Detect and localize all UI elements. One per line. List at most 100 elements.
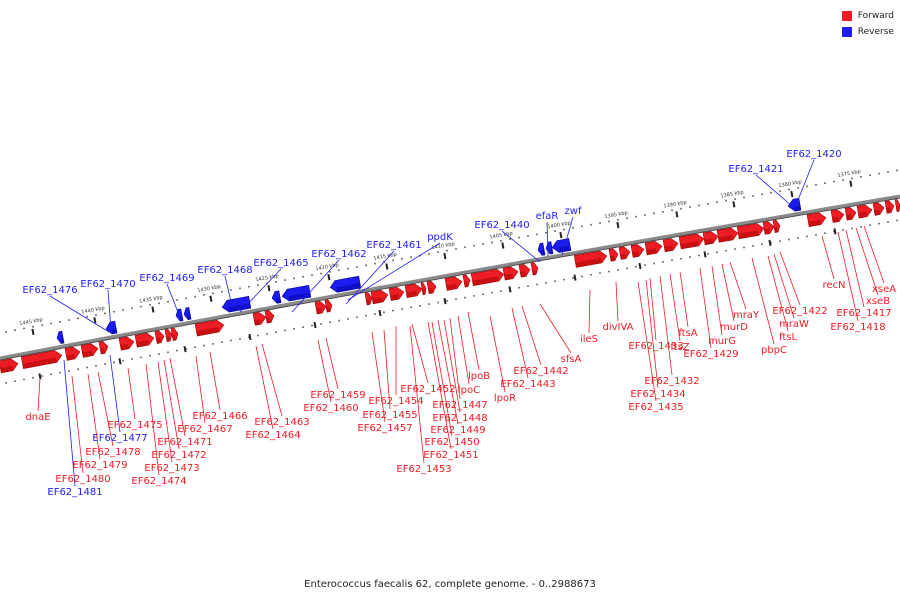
scale-tick-label: 1420 kbp xyxy=(315,262,339,272)
reverse-gene-arrow xyxy=(271,290,282,304)
guide-dot-upper xyxy=(734,198,736,200)
gene-label: sfsA xyxy=(561,354,582,365)
guide-dot-upper xyxy=(149,304,151,306)
scale-tick-mark xyxy=(443,252,447,260)
forward-gene-arrow-shade xyxy=(326,306,331,313)
forward-gene-arrow-body xyxy=(830,209,845,223)
gene-label: EF62_1471 xyxy=(157,437,212,448)
guide-dot-upper xyxy=(716,201,718,204)
gene-label: EF62_1452 xyxy=(400,384,455,395)
forward-gene-arrow-body xyxy=(314,300,327,315)
forward-gene-arrow-shade xyxy=(664,245,674,252)
guide-dot-lower xyxy=(50,373,52,376)
forward-gene-arrow-body xyxy=(98,341,109,355)
gene-label: EF62_1468 xyxy=(197,265,252,276)
gene-label: EF62_1470 xyxy=(80,279,135,290)
guide-dot-lower xyxy=(329,321,331,324)
scale-tick-mark xyxy=(732,201,736,208)
scale-tick-mark xyxy=(849,180,853,187)
forward-gene-arrow xyxy=(134,332,155,348)
forward-gene-arrow xyxy=(64,346,81,361)
gene-label: EF62_1417 xyxy=(836,308,891,319)
reverse-gene-arrow-shade xyxy=(276,297,282,304)
gene-label: EF62_1474 xyxy=(131,476,186,487)
guide-dot-lower xyxy=(824,232,826,234)
guide-dot-upper xyxy=(743,196,745,199)
gene-leader-line xyxy=(37,377,41,412)
guide-dot-lower xyxy=(68,370,70,372)
forward-gene-arrow xyxy=(170,327,179,341)
gene-leader-line xyxy=(166,283,182,321)
gene-label: EF62_1472 xyxy=(151,450,206,461)
gene-leader-line xyxy=(699,267,712,349)
gene-leader-line xyxy=(325,337,339,390)
guide-dot-upper xyxy=(455,248,457,250)
forward-gene-arrow-body xyxy=(736,223,765,240)
gene-leader-line xyxy=(779,251,801,306)
lower-tick xyxy=(118,358,122,365)
gene-label: EF62_1463 xyxy=(254,417,309,428)
reverse-gene-arrow-shade xyxy=(336,283,361,293)
gene-leader-line xyxy=(711,265,723,336)
gene-label: EF62_1453 xyxy=(396,464,451,475)
guide-dot-lower xyxy=(572,277,574,279)
forward-gene-arrow xyxy=(608,248,619,262)
guide-dot-upper xyxy=(851,177,853,180)
scale-tick-mark xyxy=(790,190,794,198)
guide-dot-upper xyxy=(644,214,646,216)
guide-dot-lower xyxy=(626,267,628,270)
guide-dot-upper xyxy=(626,217,628,220)
guide-dot-lower xyxy=(5,382,7,384)
lower-tick xyxy=(183,345,187,353)
forward-gene-arrow xyxy=(716,227,739,243)
forward-gene-arrow-shade xyxy=(620,253,627,260)
guide-dot-upper xyxy=(176,299,178,301)
guide-dot-lower xyxy=(851,227,853,230)
gene-leader-line xyxy=(449,317,461,400)
forward-gene-arrow-body xyxy=(0,358,19,374)
gene-label: EF62_1447 xyxy=(432,400,487,411)
guide-dot-lower xyxy=(95,365,97,367)
guide-dot-lower xyxy=(59,371,61,374)
gene-label: divIVA xyxy=(602,322,633,333)
gene-label: recN xyxy=(822,280,845,291)
forward-gene-arrow-shade xyxy=(704,238,714,245)
forward-gene-arrow-body xyxy=(884,200,895,214)
gene-leader-line xyxy=(145,363,160,476)
scale-tick-label: 1430 kbp xyxy=(197,284,221,294)
gene-leader-line xyxy=(409,325,425,464)
forward-gene-arrow-shade xyxy=(390,294,400,301)
gene-leader-line xyxy=(411,323,429,384)
guide-dot-upper xyxy=(374,262,376,265)
forward-gene-arrow-shade xyxy=(254,319,262,326)
guide-dot-upper xyxy=(104,312,106,315)
lower-tick-mark xyxy=(833,228,837,235)
forward-gene-arrow xyxy=(884,200,895,214)
lower-tick-mark xyxy=(768,239,772,246)
guide-dot-upper xyxy=(482,243,484,245)
forward-gene-arrow-shade xyxy=(22,357,57,369)
scale-tick-label: 1415 kbp xyxy=(373,252,397,262)
forward-gene-arrow-body xyxy=(20,350,63,369)
guide-dot-lower xyxy=(878,222,880,225)
gene-label: EF62_1480 xyxy=(55,474,110,485)
gene-label: EF62_1481 xyxy=(47,487,102,498)
guide-dot-upper xyxy=(635,215,637,218)
guide-dot-upper xyxy=(860,176,862,178)
gene-label: pbpC xyxy=(761,345,787,356)
lower-tick xyxy=(573,274,577,281)
guide-dot-lower xyxy=(167,351,169,354)
guide-dot-upper xyxy=(302,275,304,278)
reverse-swatch xyxy=(841,27,852,37)
gene-label: EF62_1422 xyxy=(772,306,827,317)
gene-leader-line xyxy=(109,354,121,433)
guide-dot-upper xyxy=(671,209,673,212)
gene-leader-line xyxy=(729,261,747,310)
scale-tick-mark xyxy=(93,317,97,324)
forward-gene-arrow-body xyxy=(608,248,619,262)
scale-tick-label: 1405 kbp xyxy=(489,231,513,241)
guide-dot-upper xyxy=(5,331,7,333)
guide-dot-upper xyxy=(842,179,844,181)
forward-gene-arrow-shade xyxy=(575,257,602,268)
guide-dot-lower xyxy=(374,313,376,315)
